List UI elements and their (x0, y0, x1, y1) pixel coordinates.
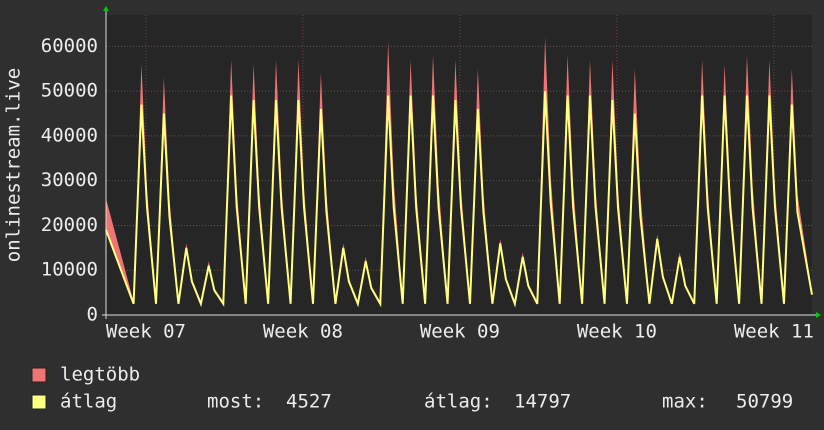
x-tick-label: Week 08 (263, 321, 343, 343)
stat-value: 4527 (286, 391, 332, 413)
x-tick-label: Week 07 (106, 321, 186, 343)
y-axis-label: onlinestream.live (3, 68, 25, 262)
x-tick-label: Week 09 (420, 321, 500, 343)
y-tick-label: 50000 (41, 80, 98, 102)
x-tick-label: Week 11 (734, 321, 814, 343)
legend-swatch (31, 367, 47, 383)
y-arrow (103, 6, 109, 11)
y-tick-label: 60000 (41, 35, 98, 57)
stat-label: max: (662, 391, 708, 413)
x-arrow (816, 312, 821, 318)
stat-label: most: (207, 391, 264, 413)
y-tick-label: 40000 (41, 124, 98, 146)
y-tick-label: 20000 (41, 214, 98, 236)
avg-area (106, 91, 812, 315)
y-tick-label: 10000 (41, 259, 98, 281)
stat-label: átlag: (424, 391, 493, 413)
legend-label: átlag (60, 391, 117, 413)
x-tick-label: Week 10 (577, 321, 657, 343)
y-tick-label: 30000 (41, 169, 98, 191)
legend-swatch (31, 394, 47, 410)
legend-label: legtöbb (60, 364, 140, 386)
stat-value: 14797 (514, 391, 571, 413)
avg-line (105, 91, 813, 308)
stat-value: 50799 (736, 391, 793, 413)
y-tick-label: 0 (87, 304, 98, 326)
